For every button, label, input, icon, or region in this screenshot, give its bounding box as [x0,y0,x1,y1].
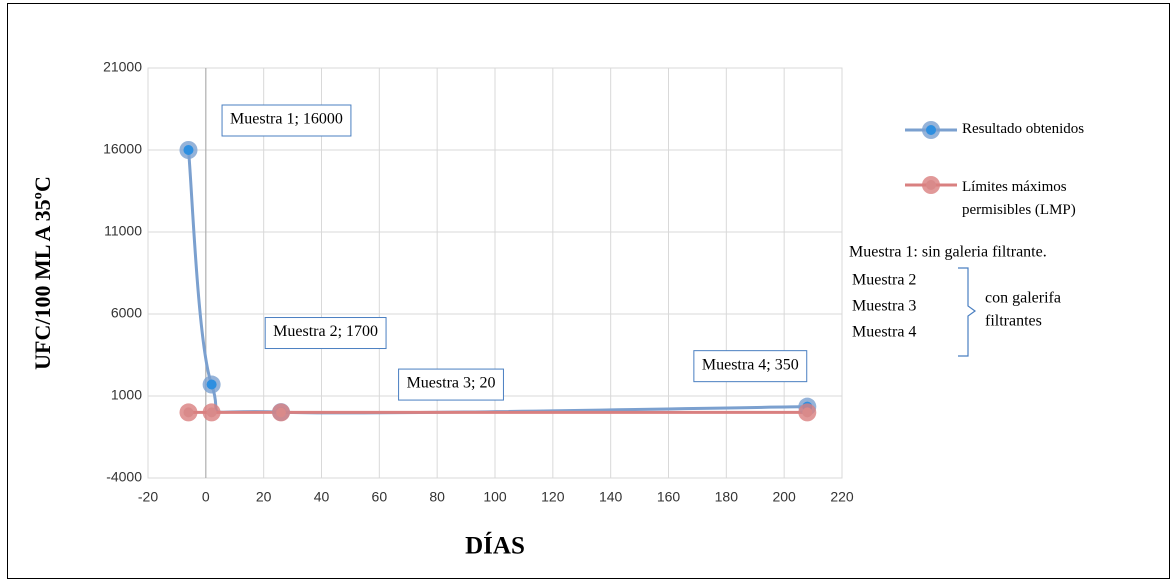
bracket [958,267,977,357]
x-tick-label: 200 [772,489,796,505]
x-tick-label: -20 [138,489,158,505]
data-label-box [264,317,387,350]
data-label-box [693,350,808,383]
y-tick-label: 6000 [111,305,142,321]
x-axis-title: DÍAS [465,532,525,560]
x-tick-label: 40 [314,489,330,505]
x-tick-label: 160 [657,489,681,505]
data-label-box [221,104,352,137]
x-tick-label: 20 [256,489,272,505]
x-tick-label: 180 [715,489,739,505]
marker [183,145,194,155]
marker [206,407,217,418]
x-tick-label: 80 [429,489,445,505]
x-tick-label: 100 [483,489,507,505]
legend-label: Resultado obtenidos [962,121,1085,137]
legend-label: Límites máximos permisibles (LMP) [962,179,1076,218]
data-label: Muestra 4; 350 [702,356,799,373]
bracket-note: filtrantes [985,313,1042,330]
annotation: Muestra 2 [852,272,916,289]
y-tick-label: 21000 [103,59,142,75]
marker [206,379,217,390]
bracket-note: con galerifa [985,290,1061,307]
x-tick-label: 140 [599,489,623,505]
x-tick-label: 220 [830,489,854,505]
annotation: Muestra 1: sin galeria filtrante. [849,244,1047,261]
y-tick-label: 11000 [104,223,142,239]
x-tick-label: 0 [202,489,210,505]
data-label: Muestra 2; 1700 [273,323,378,340]
legend-marker [926,180,936,190]
annotation: Muestra 4 [852,324,916,341]
marker [183,407,194,418]
marker [276,407,287,418]
y-axis-title: UFC/100 ML A 35ºC [30,176,55,370]
data-label: Muestra 1; 16000 [230,111,343,128]
frame [7,3,1170,579]
y-tick-label: 1000 [111,387,142,403]
x-tick-label: 60 [372,489,388,505]
y-tick-label: 16000 [103,141,142,157]
data-label: Muestra 3; 20 [407,375,496,392]
y-tick-label: -4000 [106,469,142,485]
x-tick-label: 120 [541,489,565,505]
marker [802,407,813,418]
annotation: Muestra 3 [852,298,916,315]
data-label-box [398,368,504,401]
legend-marker [926,125,936,135]
